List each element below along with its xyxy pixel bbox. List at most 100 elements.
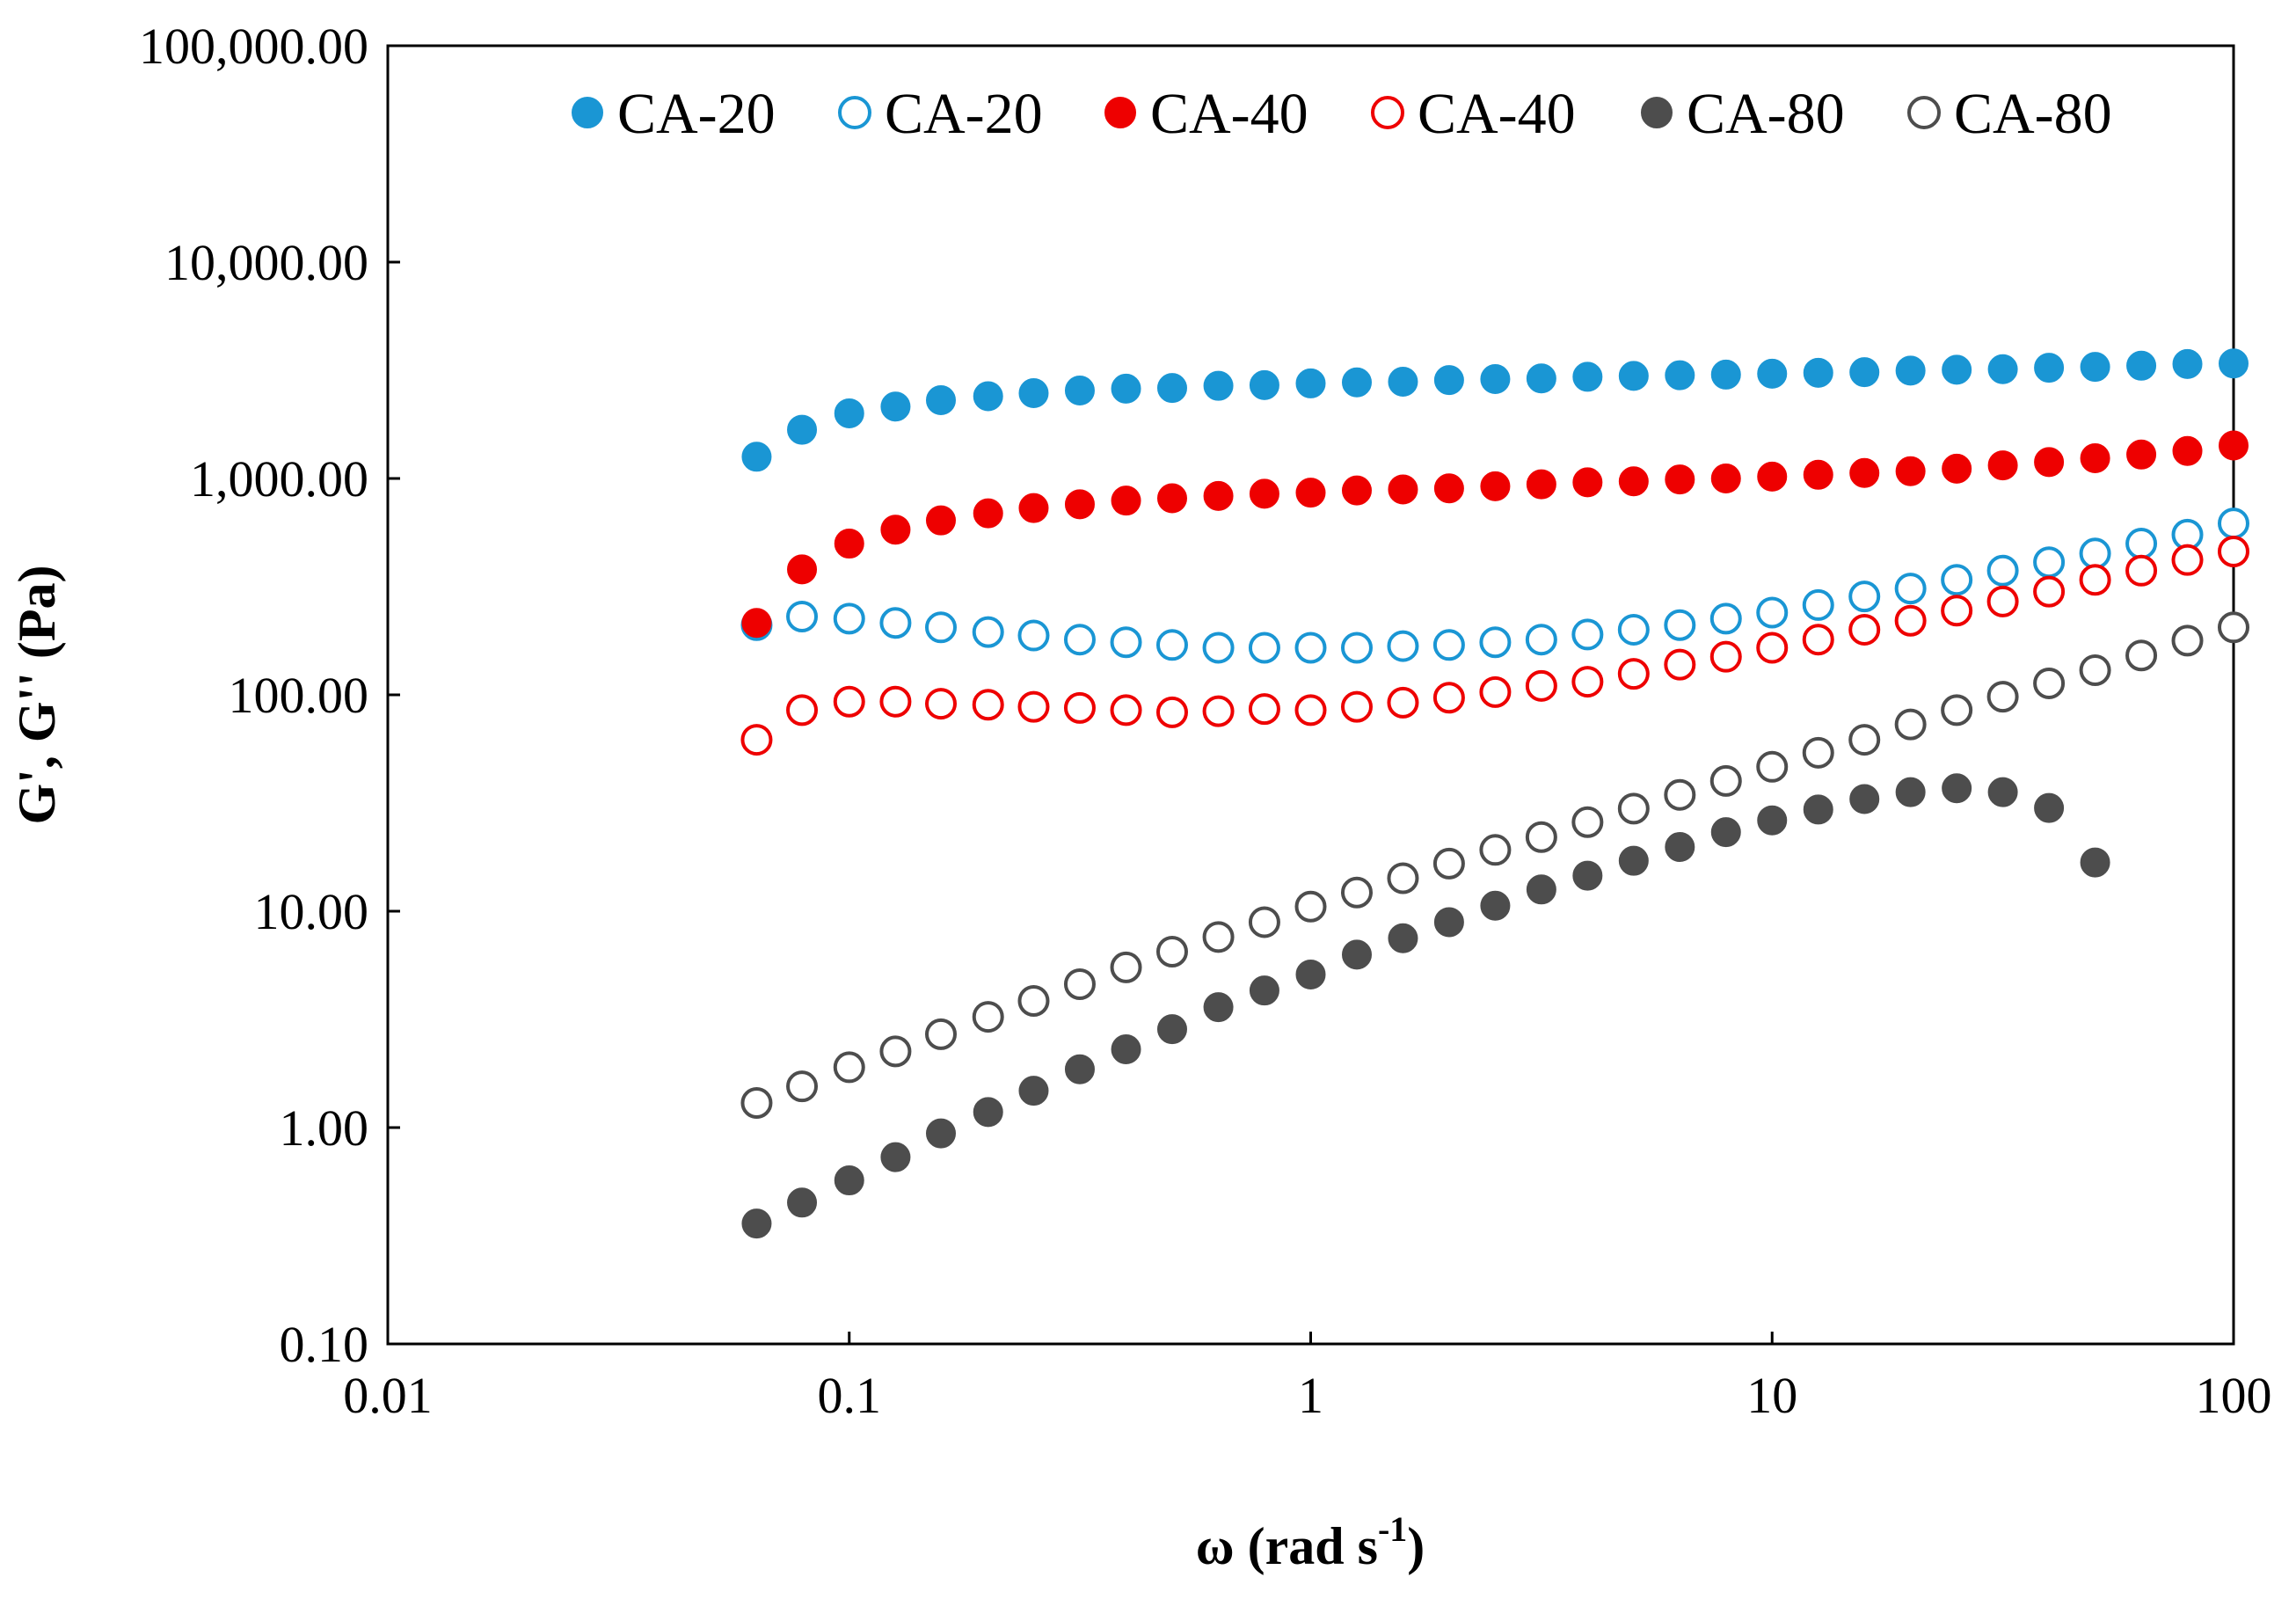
data-point: [1525, 821, 1557, 853]
x-axis-title-main: ω (rad s: [1196, 1517, 1378, 1575]
data-point: [1895, 777, 1926, 807]
data-point: [1110, 626, 1142, 659]
data-point: [1340, 690, 1373, 723]
data-point: [1295, 959, 1326, 989]
data-point: [1110, 694, 1142, 726]
data-point: [2079, 537, 2111, 570]
legend-marker: [1641, 97, 1673, 128]
data-point: [787, 1187, 818, 1218]
data-point: [1387, 630, 1419, 662]
data-point: [1571, 666, 1604, 698]
data-point: [1987, 777, 2018, 807]
data-point: [1895, 355, 1926, 386]
data-point: [1479, 626, 1512, 659]
data-point: [1203, 370, 1234, 401]
data-point: [972, 689, 1004, 721]
data-point: [1249, 369, 1279, 400]
data-point: [1480, 471, 1511, 501]
data-point: [1064, 489, 1095, 520]
data-point: [2080, 352, 2110, 383]
data-point: [1709, 602, 1742, 635]
legend: CA-20 CA-20 CA-40 CA-40 CA-80 CA-80: [572, 82, 2112, 146]
data-point: [1155, 629, 1188, 661]
data-point: [786, 1070, 819, 1103]
data-point: [1248, 632, 1280, 664]
x-axis-title-superscript: -1: [1378, 1509, 1407, 1549]
y-axis: 0.10 1.00 10.00 100.00 1,000.00 10,000.00 100,…: [139, 18, 400, 1373]
data-point: [880, 1142, 911, 1172]
data-point: [1664, 648, 1696, 681]
data-point: [1756, 596, 1789, 629]
series-ca-40-storage: [741, 430, 2249, 639]
data-point: [2125, 528, 2158, 560]
legend-marker: [1104, 97, 1136, 128]
data-point: [1387, 686, 1419, 719]
data-point: [1986, 681, 2019, 713]
data-point: [1341, 475, 1372, 506]
data-point: [1941, 595, 1973, 627]
y-tick-label: 1,000.00: [190, 450, 368, 507]
data-point: [1432, 682, 1465, 714]
data-point: [1526, 874, 1556, 905]
data-point: [1479, 834, 1512, 866]
data-point: [833, 685, 865, 718]
data-point: [2079, 564, 2111, 596]
data-point: [1572, 361, 1603, 392]
data-point: [2033, 575, 2066, 608]
data-point: [2034, 447, 2065, 478]
y-tick-label: 10,000.00: [164, 234, 368, 291]
data-point: [1756, 750, 1789, 783]
series-ca-20-loss: [740, 507, 2249, 664]
data-point: [2126, 350, 2157, 381]
data-point: [1202, 632, 1235, 664]
data-point: [1665, 360, 1695, 391]
data-point: [2172, 348, 2203, 379]
data-point: [2034, 792, 2065, 823]
data-point: [1710, 464, 1741, 493]
data-point: [1432, 847, 1465, 880]
data-point: [1757, 358, 1788, 389]
data-point: [1572, 860, 1603, 891]
data-point: [741, 442, 772, 472]
data-point: [973, 1097, 1003, 1128]
data-point: [1156, 483, 1187, 514]
data-point: [1111, 373, 1141, 404]
legend-label: CA-80: [1687, 82, 1845, 146]
data-point: [1432, 629, 1465, 661]
x-tick-label: 1: [1298, 1367, 1323, 1424]
series-ca-80-loss: [740, 611, 2249, 1119]
data-point: [972, 1001, 1004, 1033]
data-point: [1942, 354, 1972, 385]
data-point: [1756, 632, 1789, 664]
data-point: [1848, 613, 1881, 646]
data-point: [1248, 906, 1280, 938]
data-point: [1665, 464, 1695, 495]
data-point: [1802, 736, 1834, 769]
data-point: [2171, 544, 2204, 576]
data-point: [1757, 805, 1788, 836]
data-point: [1018, 377, 1049, 408]
data-point: [1895, 456, 1926, 486]
data-point: [2172, 435, 2203, 466]
data-point: [1894, 708, 1927, 741]
data-point: [1572, 467, 1603, 498]
data-point: [1249, 975, 1279, 1006]
data-point: [1388, 366, 1418, 397]
data-point: [2079, 653, 2111, 686]
data-point: [1111, 486, 1141, 516]
data-point: [1341, 939, 1372, 970]
data-point: [1987, 354, 2018, 384]
data-point: [973, 381, 1003, 412]
data-point: [1849, 357, 1880, 388]
data-point: [1155, 936, 1188, 968]
data-point: [880, 515, 911, 545]
legend-item: CA-40: [1371, 82, 1576, 146]
data-point: [786, 601, 819, 633]
data-point: [834, 1165, 864, 1196]
data-point: [1571, 806, 1604, 838]
data-point: [1618, 466, 1649, 497]
data-point: [1111, 1034, 1141, 1065]
data-point: [1433, 365, 1464, 396]
data-point: [1480, 890, 1511, 921]
